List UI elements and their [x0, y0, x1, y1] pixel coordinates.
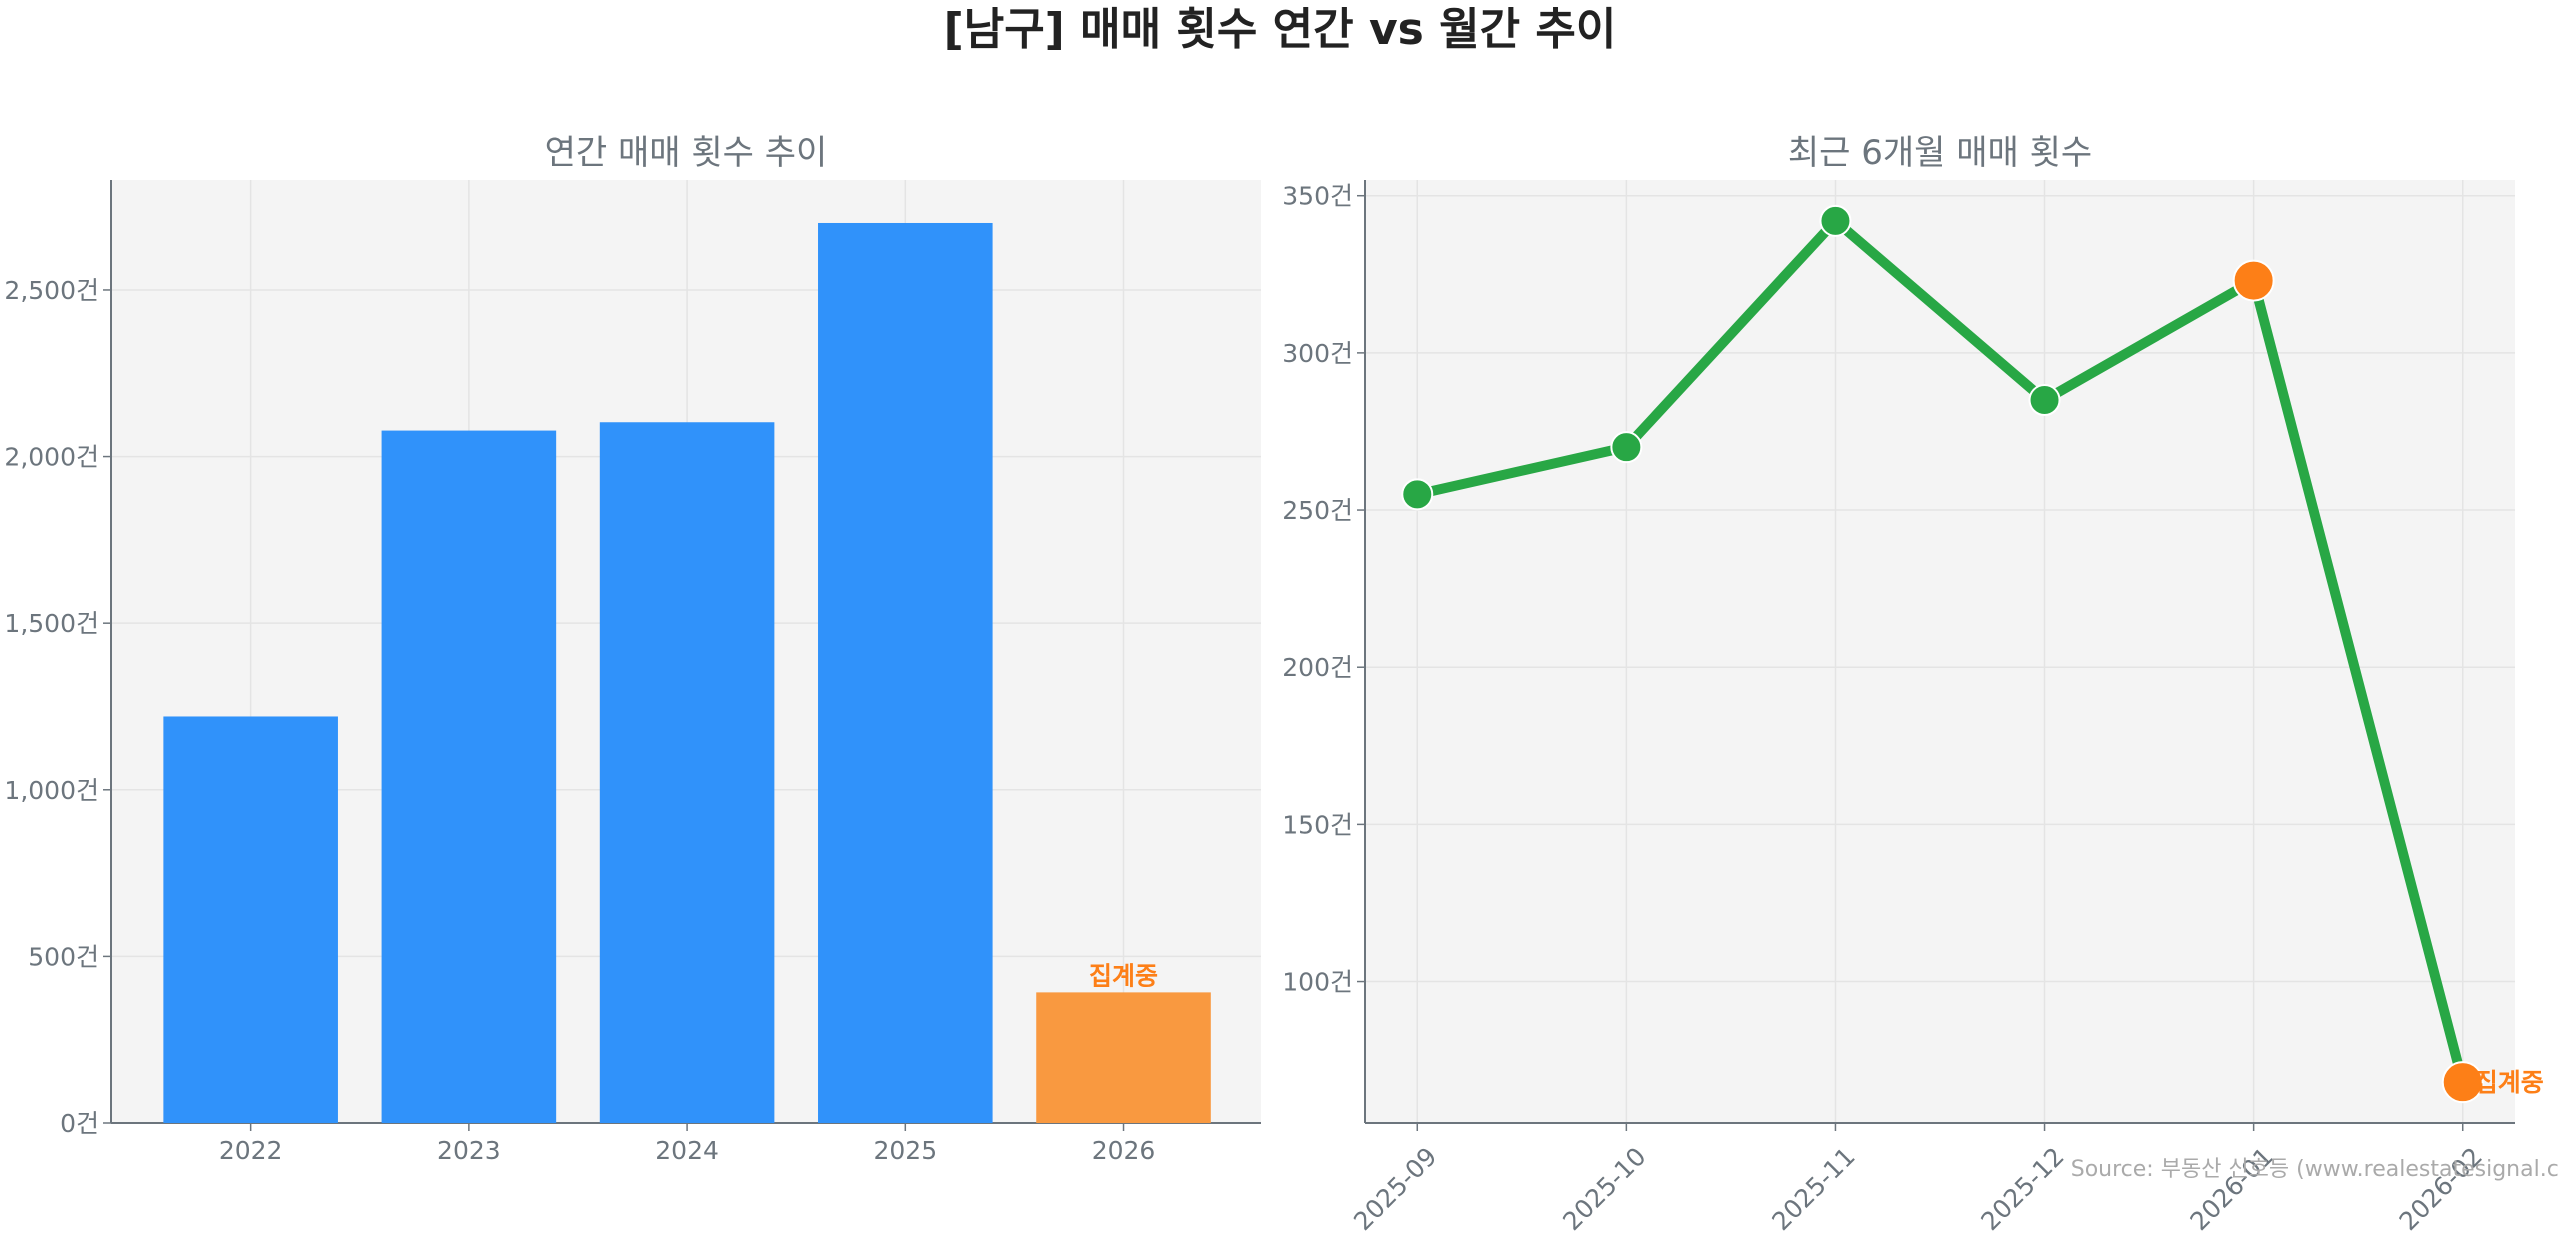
monthly-line-chart: 100건 150건 200건 250건 300건 350건 2025-09 2025-10 20…	[1282, 133, 2544, 1236]
x-tick-label: 2025	[873, 1136, 937, 1165]
point-2025-11	[1819, 204, 1852, 237]
partial-annotation: 집계중	[2475, 1068, 2544, 1097]
bar-2024	[599, 422, 775, 1124]
point-2026-02	[2441, 1061, 2484, 1104]
y-tick-label: 1,000건	[4, 776, 99, 805]
source-text: Source: 부동산 신호등 (www.realestatesignal.co…	[2071, 1157, 2560, 1182]
x-tick-label: 2026-02	[2394, 1142, 2488, 1234]
subplot-title: 최근 6개월 매매 횟수	[1788, 133, 2092, 173]
y-tick-label: 100건	[1282, 968, 1353, 997]
y-tick-label: 2,500건	[4, 276, 99, 305]
x-tick-label: 2022	[219, 1136, 283, 1165]
y-tick-label: 1,500건	[4, 609, 99, 638]
point-2025-09	[1401, 478, 1434, 511]
y-tick-label: 500건	[28, 942, 99, 971]
subplot-title: 연간 매매 횟수 추이	[545, 133, 828, 173]
x-tick-label: 2026-01	[2185, 1142, 2279, 1234]
x-tick-label: 2023	[437, 1136, 501, 1165]
x-tick-label: 2026	[1092, 1136, 1156, 1165]
point-2025-10	[1610, 431, 1643, 464]
bar-2026	[1036, 992, 1211, 1123]
x-tick-label: 2025-11	[1766, 1142, 1860, 1234]
annual-bar-chart: 0건 500건 1,000건 1,500건 2,000건 2,500건 2022 2023 20…	[4, 133, 1261, 1165]
x-tick-label: 2025-12	[1975, 1142, 2069, 1234]
bar-2022	[163, 716, 338, 1123]
y-tick-label: 250건	[1282, 496, 1353, 525]
x-tick-label: 2024	[655, 1136, 719, 1165]
figure-title: [남구] 매매 횟수 연간 vs 월간 추이	[944, 4, 1617, 55]
bar-2023	[381, 430, 557, 1123]
series-line	[1416, 215, 2468, 1084]
plot-background	[1365, 180, 2515, 1123]
y-tick-label: 2,000건	[4, 443, 99, 472]
y-tick-label: 350건	[1282, 182, 1353, 211]
point-2025-12	[2028, 384, 2061, 417]
y-tick-label: 300건	[1282, 339, 1353, 368]
y-tick-label: 0건	[60, 1109, 99, 1138]
bar-2025	[818, 222, 993, 1123]
y-tick-label: 150건	[1282, 810, 1353, 839]
partial-annotation: 집계중	[1089, 961, 1158, 990]
y-tick-label: 200건	[1282, 653, 1353, 682]
x-tick-label: 2025-10	[1557, 1142, 1651, 1234]
point-2026-01	[2232, 259, 2275, 302]
x-tick-label: 2025-09	[1348, 1142, 1442, 1234]
